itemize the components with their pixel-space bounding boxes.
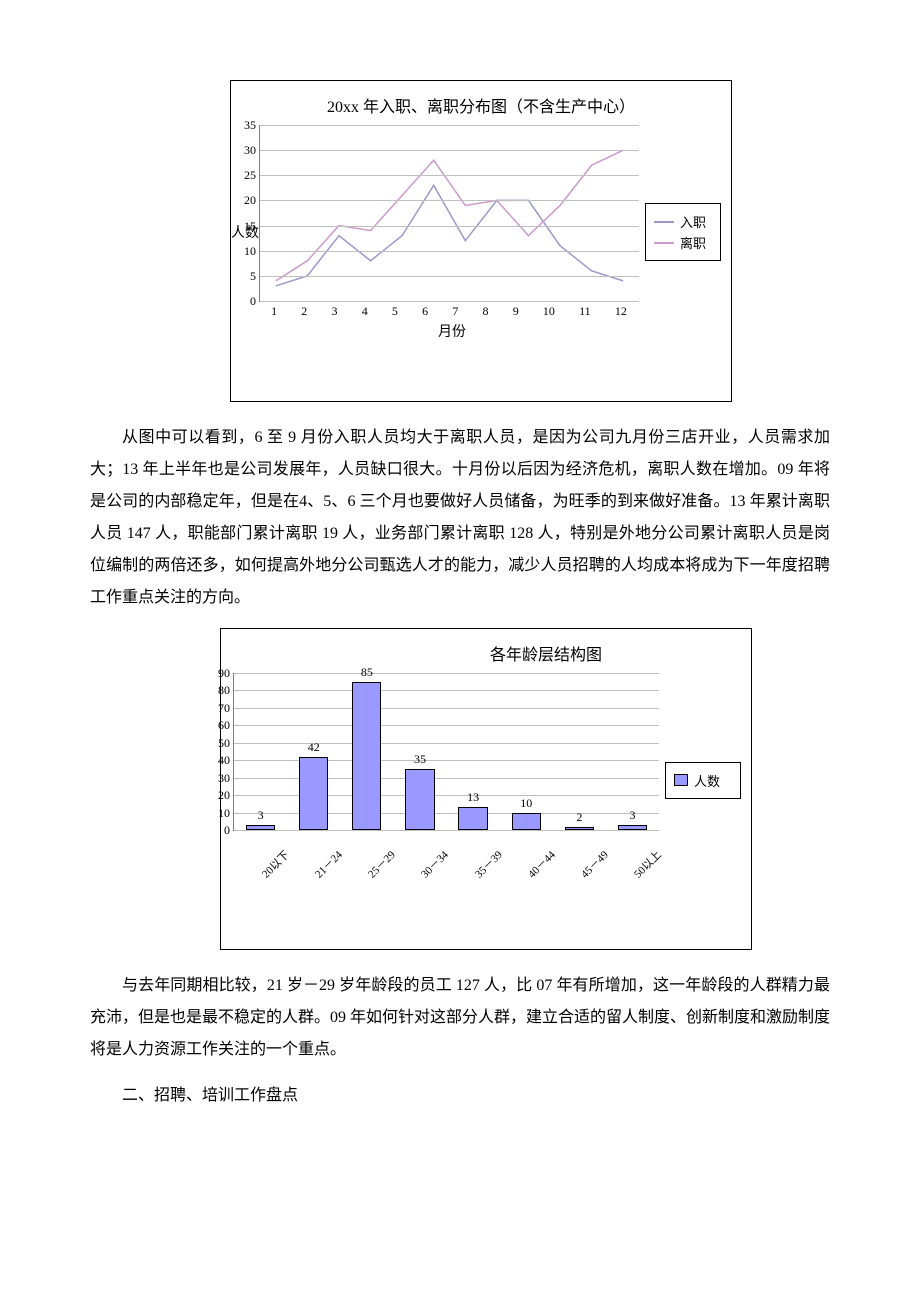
bar	[246, 825, 275, 830]
chart1-title: 20xx 年入职、离职分布图（不含生产中心）	[231, 81, 731, 117]
chart1-legend: 入职 离职	[645, 203, 721, 261]
bar	[458, 807, 487, 830]
bar	[352, 682, 381, 830]
age-structure-bar-chart: 各年龄层结构图 01020304050607080903428535131023…	[220, 628, 752, 950]
paragraph-1: 从图中可以看到，6 至 9 月份入职人员均大于离职人员，是因为公司九月份三店开业…	[90, 422, 830, 614]
chart1-x-label: 月份	[259, 319, 645, 347]
bar	[299, 757, 328, 830]
legend-item-count: 人数	[674, 771, 732, 790]
chart2-plot-area: 01020304050607080903428535131023	[233, 673, 659, 831]
legend-item-hire: 入职	[654, 212, 712, 231]
paragraph-2: 与去年同期相比较，21 岁－29 岁年龄段的员工 127 人，比 07 年有所增…	[90, 970, 830, 1066]
chart1-plot-area: 05101520253035	[259, 125, 639, 302]
legend-item-resign: 离职	[654, 233, 712, 252]
legend-label-count: 人数	[694, 771, 720, 790]
bar	[405, 769, 434, 830]
bar	[565, 827, 594, 830]
legend-label-resign: 离职	[680, 233, 706, 252]
hire-resign-line-chart: 20xx 年入职、离职分布图（不含生产中心） 人数 05101520253035…	[230, 80, 732, 402]
bar	[618, 825, 647, 830]
bar	[512, 813, 541, 830]
chart2-x-ticks: 20以下21－2425－2930－3435－3940－4445－4950以上	[233, 831, 665, 895]
chart2-title: 各年龄层结构图	[221, 629, 751, 665]
chart1-x-ticks: 123456789101112	[259, 302, 645, 319]
legend-label-hire: 入职	[680, 212, 706, 231]
chart2-legend: 人数	[665, 762, 741, 799]
paragraph-3: 二、招聘、培训工作盘点	[90, 1080, 830, 1112]
